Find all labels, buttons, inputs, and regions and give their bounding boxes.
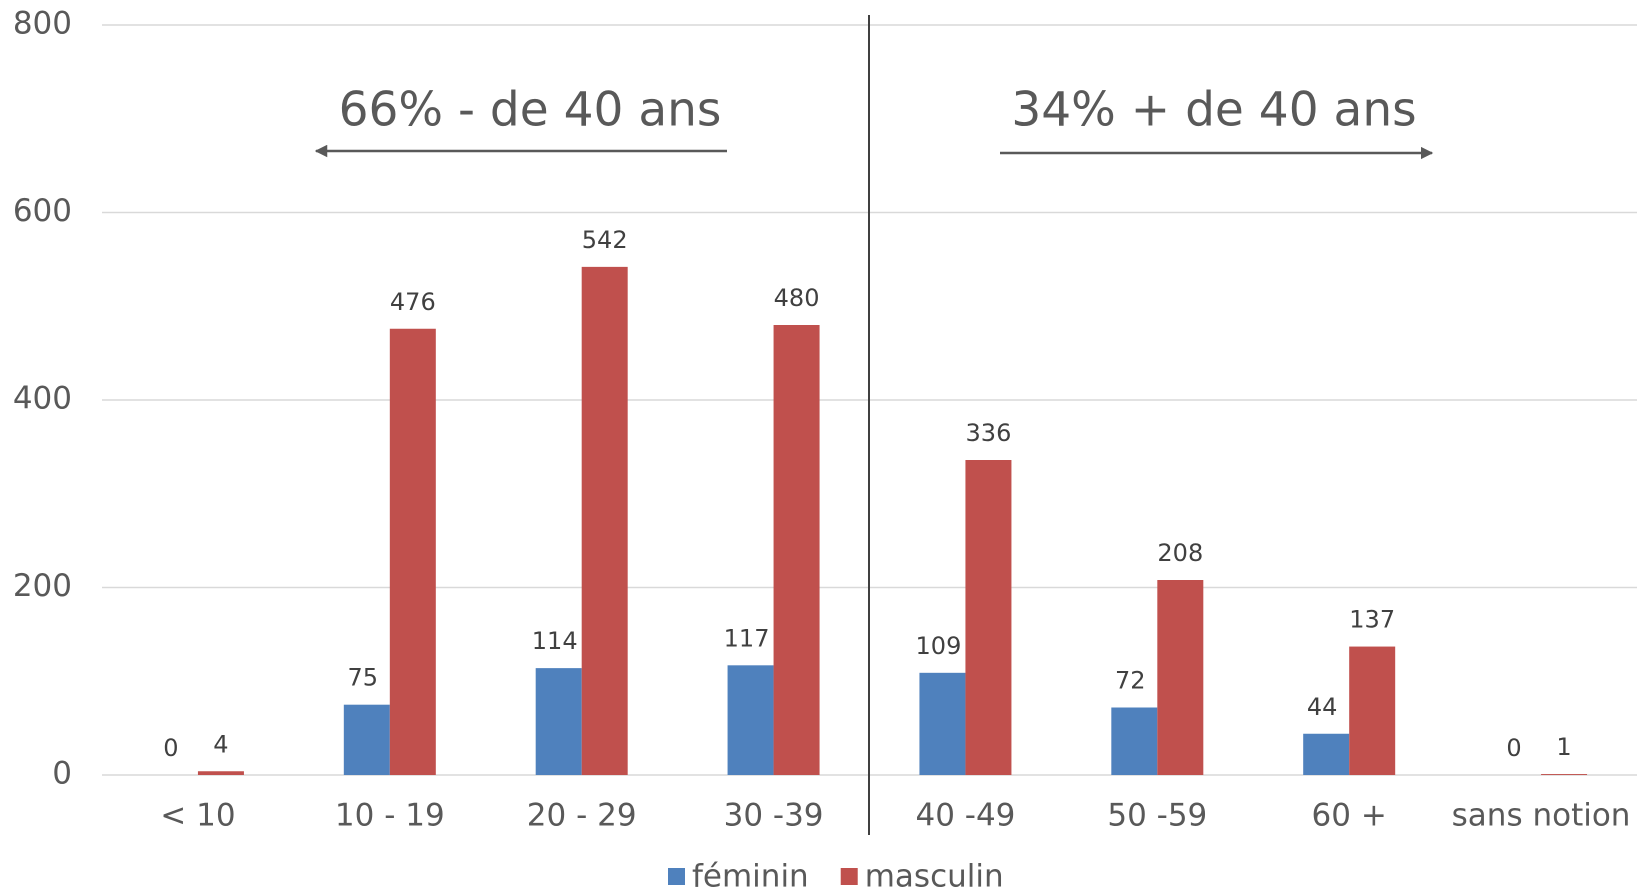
data-label: 336 — [966, 419, 1012, 447]
bar — [197, 771, 244, 775]
bar — [727, 665, 774, 775]
x-tick-label: 50 -59 — [1107, 798, 1207, 834]
data-label: 208 — [1157, 539, 1203, 567]
x-tick-label: < 10 — [160, 798, 235, 834]
bar — [581, 266, 628, 775]
bar — [389, 328, 436, 775]
bar — [919, 672, 966, 775]
legend-label: masculin — [865, 859, 1004, 892]
bar — [1111, 707, 1158, 775]
data-label: 114 — [532, 627, 578, 655]
data-label: 44 — [1307, 693, 1338, 721]
y-tick-label: 600 — [13, 193, 72, 229]
bar — [773, 325, 820, 775]
data-label: 109 — [916, 632, 962, 660]
data-label: 1 — [1556, 733, 1571, 761]
legend-label: féminin — [692, 859, 809, 892]
data-label: 117 — [724, 624, 770, 652]
data-label: 476 — [390, 288, 436, 316]
bar — [343, 704, 390, 775]
x-tick-label: 60 + — [1312, 798, 1387, 834]
x-tick-label: sans notion — [1452, 798, 1631, 834]
y-tick-label: 800 — [13, 6, 72, 42]
y-tick-label: 400 — [13, 381, 72, 417]
data-label: 75 — [348, 664, 379, 692]
bar — [1157, 580, 1204, 775]
x-tick-label: 20 - 29 — [527, 798, 637, 834]
x-tick-label: 10 - 19 — [335, 798, 445, 834]
legend-swatch — [840, 868, 858, 885]
data-label: 0 — [163, 734, 178, 762]
bar — [965, 460, 1012, 775]
legend-swatch — [668, 868, 685, 885]
x-tick-label: 30 -39 — [724, 798, 824, 834]
bar — [1349, 646, 1396, 775]
annotation: 34% + de 40 ans — [1011, 83, 1416, 138]
data-label: 0 — [1506, 734, 1521, 762]
y-tick-label: 200 — [13, 568, 72, 604]
data-label: 542 — [582, 226, 628, 254]
bar — [1541, 774, 1588, 775]
data-label: 137 — [1349, 606, 1395, 634]
data-label: 4 — [213, 730, 228, 758]
annotation: 66% - de 40 ans — [339, 83, 722, 138]
bar — [535, 668, 582, 775]
data-label: 72 — [1115, 667, 1146, 695]
y-tick-label: 0 — [52, 756, 72, 792]
data-label: 480 — [774, 284, 820, 312]
bar — [1303, 733, 1350, 775]
x-tick-label: 40 -49 — [915, 798, 1015, 834]
